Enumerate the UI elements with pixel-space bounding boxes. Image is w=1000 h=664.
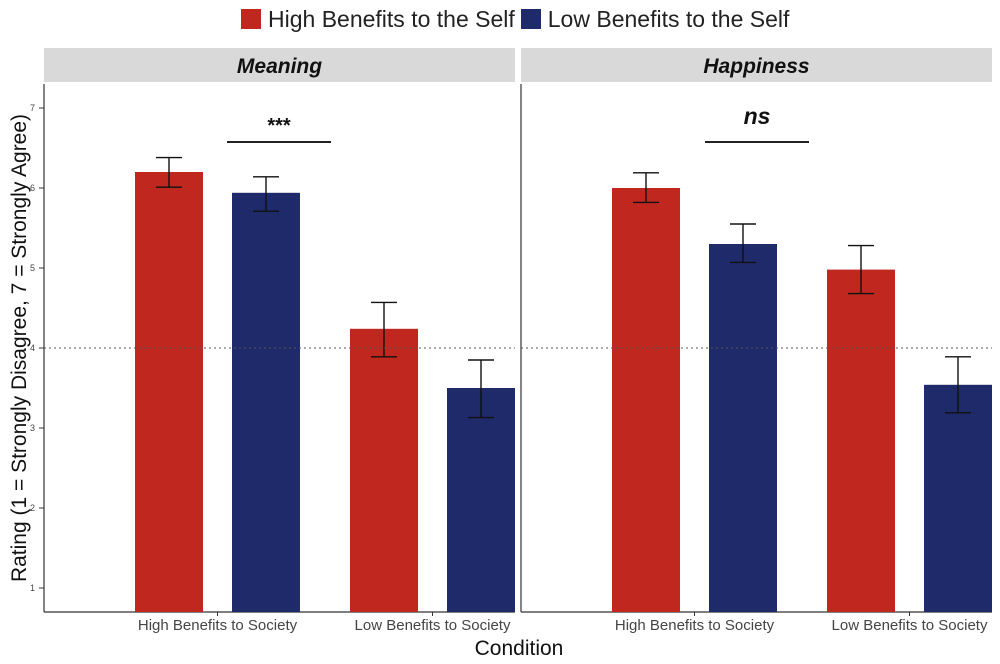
facet-strip (521, 48, 992, 82)
y-tick-label: 5 (30, 263, 35, 273)
bar (350, 328, 418, 612)
bar (612, 188, 680, 612)
facet-title: Happiness (703, 55, 809, 78)
bar (447, 388, 515, 612)
y-tick-label: 7 (30, 103, 35, 113)
x-tick-label: Low Benefits to Society (355, 617, 511, 634)
y-tick-label: 6 (30, 183, 35, 193)
bar (135, 172, 203, 612)
significance-label: ns (744, 103, 771, 129)
x-tick-label: High Benefits to Society (138, 617, 298, 634)
bar (232, 192, 300, 613)
facet-strip (44, 48, 515, 82)
y-tick-label: 2 (30, 503, 35, 513)
x-axis-label: Condition (475, 637, 564, 660)
legend-swatch-low-self (520, 9, 541, 29)
legend-item-low-self: Low Benefits to the Self (520, 5, 790, 33)
x-tick-label: Low Benefits to Society (832, 617, 988, 634)
significance-label: *** (267, 115, 291, 137)
legend-label-high-self: High Benefits to the Self (268, 5, 515, 32)
facet-title: Meaning (237, 55, 322, 78)
y-axis-label: Rating (1 = Strongly Disagree, 7 = Stron… (8, 114, 31, 582)
chart-legend: High Benefits to the Self Low Benefits t… (241, 4, 795, 34)
x-tick-label: High Benefits to Society (615, 617, 775, 634)
y-tick-label: 3 (30, 423, 35, 433)
bar (924, 384, 992, 612)
legend-swatch-high-self (241, 9, 261, 29)
bar (709, 244, 777, 612)
legend-label-low-self: Low Benefits to the Self (547, 5, 790, 32)
y-tick-label: 4 (30, 343, 35, 353)
legend-item-high-self: High Benefits to the Self (241, 6, 515, 33)
y-tick-label: 1 (30, 583, 35, 593)
bar (827, 269, 895, 612)
